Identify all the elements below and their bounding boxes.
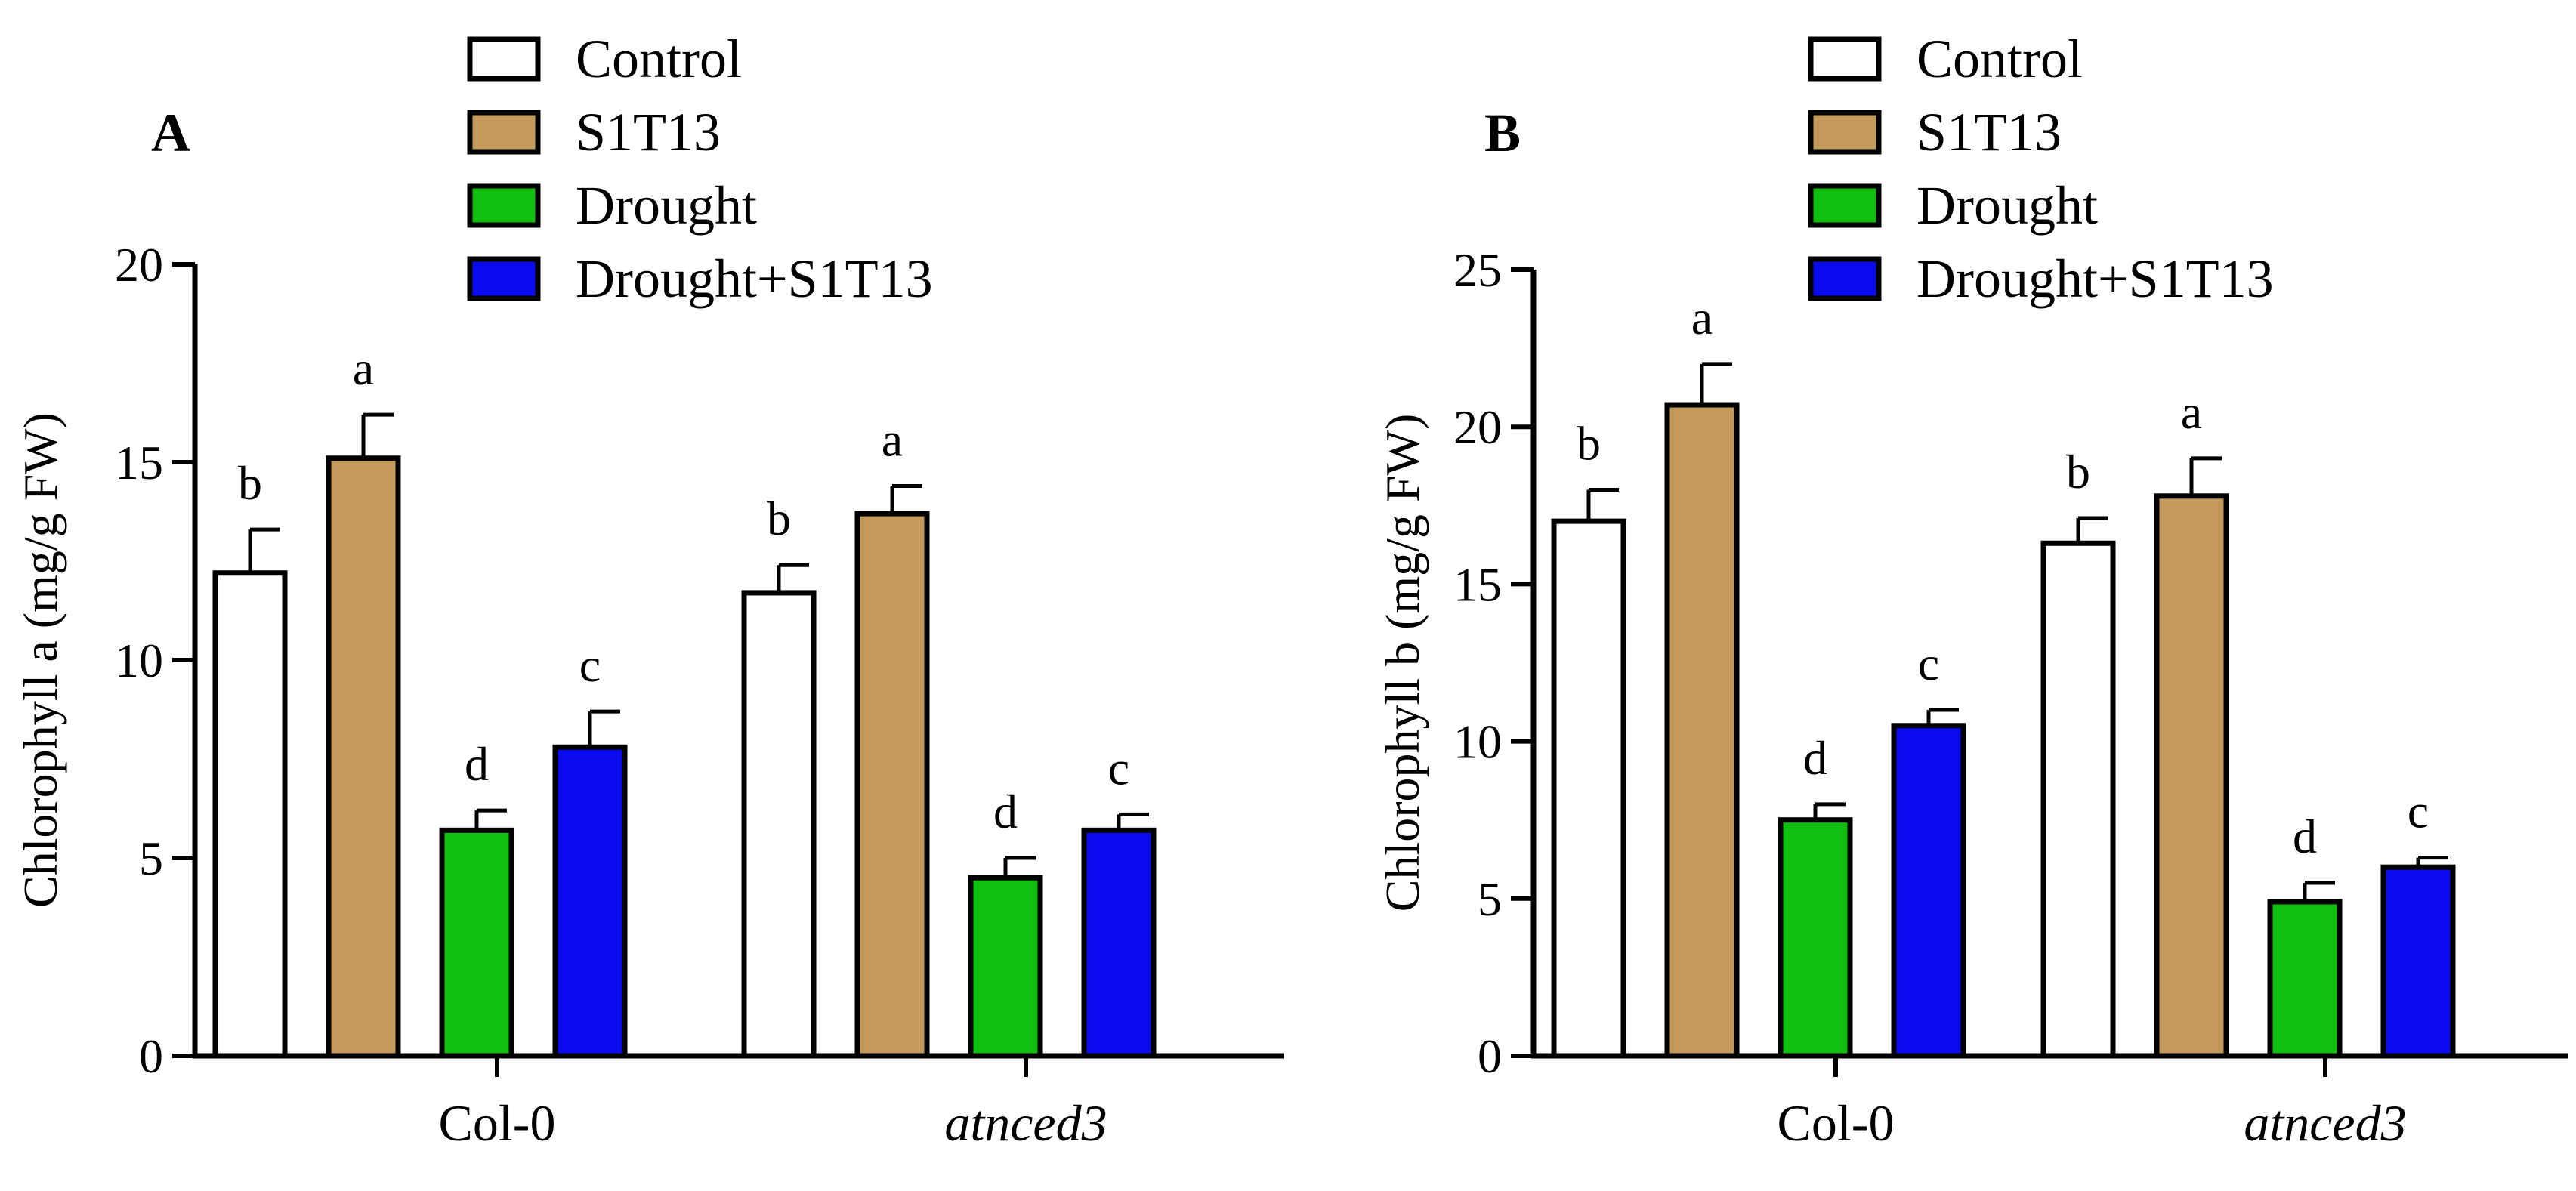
- bar: [2267, 899, 2343, 1059]
- y-tick-label: 15: [115, 436, 163, 489]
- legend-swatch: [1808, 183, 1882, 228]
- panel-letter: A: [151, 103, 190, 163]
- legend-swatch: [1808, 36, 1882, 82]
- y-tick-label: 5: [139, 832, 163, 885]
- significance-letter: d: [465, 737, 489, 791]
- legend-label: S1T13: [576, 102, 721, 162]
- significance-letter: d: [2293, 810, 2317, 863]
- bar: [854, 511, 930, 1059]
- significance-letter: b: [2066, 445, 2090, 498]
- y-tick-label: 0: [139, 1029, 163, 1083]
- y-tick-label: 20: [1453, 400, 1502, 454]
- legend-swatch: [467, 256, 541, 301]
- bar: [552, 744, 628, 1059]
- significance-letter: a: [353, 341, 374, 395]
- y-tick-label: 10: [115, 634, 163, 687]
- legend-swatch: [467, 110, 541, 155]
- legend-label: Control: [576, 29, 742, 89]
- y-tick-label: 10: [1453, 715, 1502, 769]
- x-category-label: atnced3: [2244, 1094, 2406, 1152]
- significance-letter: d: [993, 785, 1018, 838]
- significance-letter: c: [579, 638, 601, 692]
- panel-a: A Chlorophyll a (mg/g FW) 0 5 10 15 20 Col-0 atn…: [14, 29, 1284, 1152]
- significance-letter: d: [1803, 731, 1827, 785]
- legend-swatch: [467, 183, 541, 228]
- legend-label: Control: [1917, 29, 2083, 89]
- legend-swatch: [1808, 110, 1882, 155]
- x-category-label: Col-0: [439, 1094, 556, 1152]
- panel-letter: B: [1484, 103, 1521, 163]
- y-tick-label: 25: [1453, 243, 1502, 297]
- legend-label: S1T13: [1917, 102, 2062, 162]
- bar: [1778, 817, 1853, 1059]
- y-tick-label: 15: [1453, 557, 1502, 611]
- bar: [212, 570, 288, 1059]
- significance-letter: a: [1691, 291, 1713, 344]
- significance-letter: c: [1108, 741, 1129, 795]
- legend-swatch: [467, 36, 541, 82]
- legend-label: Drought+S1T13: [1917, 248, 2274, 309]
- bar: [326, 455, 401, 1059]
- significance-letter: c: [2408, 785, 2429, 838]
- significance-letter: c: [1918, 637, 1939, 690]
- legend-label: Drought: [576, 175, 757, 236]
- y-tick-label: 20: [115, 238, 163, 292]
- bar: [968, 875, 1043, 1059]
- significance-letter: a: [2181, 385, 2202, 439]
- bar: [1891, 723, 1966, 1059]
- bar: [1551, 518, 1626, 1059]
- x-category-label: atnced3: [944, 1094, 1107, 1152]
- y-axis-label: Chlorophyll a (mg/g FW): [14, 412, 67, 908]
- legend-swatch: [1808, 256, 1882, 301]
- bar: [1664, 402, 1740, 1059]
- bar: [741, 590, 817, 1059]
- bar: [1081, 827, 1157, 1059]
- significance-letter: b: [238, 456, 262, 510]
- legend-label: Drought+S1T13: [576, 248, 933, 309]
- bar: [2380, 864, 2456, 1059]
- legend-label: Drought: [1917, 175, 2098, 236]
- y-axis-label: Chlorophyll b (mg/g FW): [1376, 414, 1429, 912]
- y-tick-label: 0: [1478, 1029, 1502, 1083]
- bar: [2040, 540, 2116, 1059]
- y-tick-label: 5: [1478, 872, 1502, 926]
- x-category-label: Col-0: [1778, 1094, 1895, 1152]
- significance-letter: b: [1577, 416, 1601, 470]
- panel-b: B Chlorophyll b (mg/g FW) 0 5 10 15 20 25 Col-0 a…: [1376, 29, 2568, 1152]
- significance-letter: b: [767, 492, 791, 545]
- bar: [2154, 493, 2229, 1059]
- significance-letter: a: [882, 412, 903, 466]
- bar: [439, 827, 514, 1059]
